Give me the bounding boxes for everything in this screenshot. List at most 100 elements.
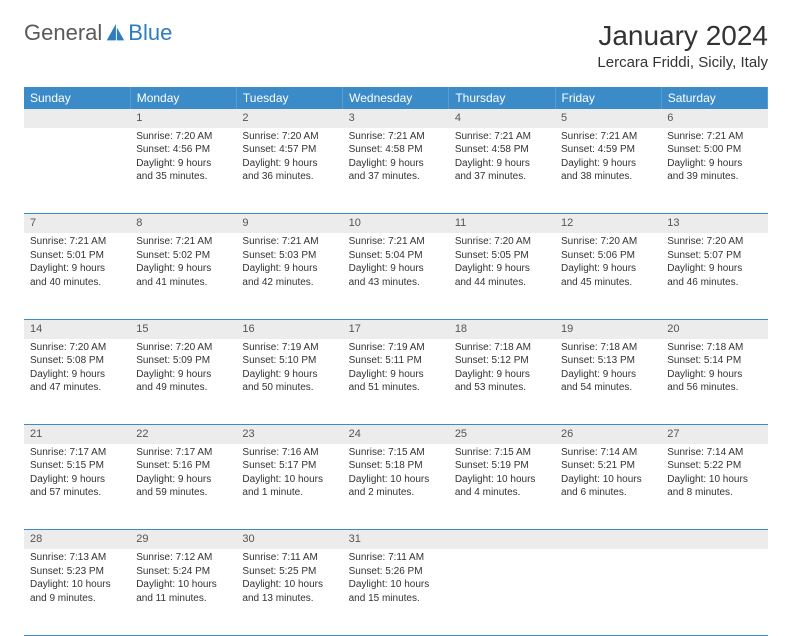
day-number: 16 <box>236 319 342 338</box>
sunrise-text: Sunrise: 7:15 AM <box>349 446 443 460</box>
day-cell: Sunrise: 7:20 AMSunset: 5:08 PMDaylight:… <box>24 339 130 425</box>
daylight1-text: Daylight: 9 hours <box>242 262 336 276</box>
daylight2-text: and 44 minutes. <box>455 276 549 290</box>
sunset-text: Sunset: 5:21 PM <box>561 459 655 473</box>
sunrise-text: Sunrise: 7:18 AM <box>561 341 655 355</box>
sail-icon <box>104 22 126 44</box>
daynum-row: 123456 <box>24 109 768 128</box>
sunset-text: Sunset: 5:11 PM <box>349 354 443 368</box>
sunset-text: Sunset: 5:04 PM <box>349 249 443 263</box>
day-number: 15 <box>130 319 236 338</box>
day-cell: Sunrise: 7:11 AMSunset: 5:26 PMDaylight:… <box>343 549 449 635</box>
day-number: 13 <box>661 214 767 233</box>
sunset-text: Sunset: 5:15 PM <box>30 459 124 473</box>
brand-part1: General <box>24 20 102 46</box>
week-row: Sunrise: 7:13 AMSunset: 5:23 PMDaylight:… <box>24 549 768 635</box>
day-number: 5 <box>555 109 661 128</box>
day-cell: Sunrise: 7:17 AMSunset: 5:16 PMDaylight:… <box>130 444 236 530</box>
daylight1-text: Daylight: 9 hours <box>455 157 549 171</box>
week-row: Sunrise: 7:20 AMSunset: 5:08 PMDaylight:… <box>24 339 768 425</box>
day-cell: Sunrise: 7:15 AMSunset: 5:19 PMDaylight:… <box>449 444 555 530</box>
day-cell: Sunrise: 7:21 AMSunset: 5:04 PMDaylight:… <box>343 233 449 319</box>
sunset-text: Sunset: 5:26 PM <box>349 565 443 579</box>
daylight2-text: and 41 minutes. <box>136 276 230 290</box>
day-cell: Sunrise: 7:21 AMSunset: 4:58 PMDaylight:… <box>449 128 555 214</box>
sunrise-text: Sunrise: 7:15 AM <box>455 446 549 460</box>
daylight2-text: and 2 minutes. <box>349 486 443 500</box>
sunset-text: Sunset: 4:58 PM <box>455 143 549 157</box>
daylight2-text: and 38 minutes. <box>561 170 655 184</box>
sunset-text: Sunset: 5:17 PM <box>242 459 336 473</box>
day-cell <box>449 549 555 635</box>
daylight2-text: and 51 minutes. <box>349 381 443 395</box>
day-number: 31 <box>343 530 449 549</box>
sunrise-text: Sunrise: 7:12 AM <box>136 551 230 565</box>
day-cell <box>555 549 661 635</box>
day-cell: Sunrise: 7:20 AMSunset: 5:09 PMDaylight:… <box>130 339 236 425</box>
sunrise-text: Sunrise: 7:14 AM <box>667 446 761 460</box>
daylight2-text: and 8 minutes. <box>667 486 761 500</box>
sunrise-text: Sunrise: 7:21 AM <box>136 235 230 249</box>
sunrise-text: Sunrise: 7:19 AM <box>349 341 443 355</box>
sunset-text: Sunset: 5:23 PM <box>30 565 124 579</box>
daylight1-text: Daylight: 9 hours <box>136 262 230 276</box>
sunrise-text: Sunrise: 7:21 AM <box>242 235 336 249</box>
week-row: Sunrise: 7:21 AMSunset: 5:01 PMDaylight:… <box>24 233 768 319</box>
weekday-header: Wednesday <box>343 87 449 109</box>
daylight1-text: Daylight: 9 hours <box>455 262 549 276</box>
daylight2-text: and 56 minutes. <box>667 381 761 395</box>
daylight1-text: Daylight: 10 hours <box>242 473 336 487</box>
sunset-text: Sunset: 5:06 PM <box>561 249 655 263</box>
daylight1-text: Daylight: 9 hours <box>242 157 336 171</box>
daylight1-text: Daylight: 9 hours <box>30 262 124 276</box>
daylight1-text: Daylight: 9 hours <box>561 157 655 171</box>
daylight2-text: and 15 minutes. <box>349 592 443 606</box>
sunrise-text: Sunrise: 7:17 AM <box>30 446 124 460</box>
day-number: 22 <box>130 425 236 444</box>
sunset-text: Sunset: 5:01 PM <box>30 249 124 263</box>
daylight1-text: Daylight: 9 hours <box>667 368 761 382</box>
weekday-header: Monday <box>130 87 236 109</box>
daylight2-text: and 11 minutes. <box>136 592 230 606</box>
location-text: Lercara Friddi, Sicily, Italy <box>597 54 768 71</box>
week-row: Sunrise: 7:20 AMSunset: 4:56 PM Daylight:… <box>24 128 768 214</box>
day-number: 3 <box>343 109 449 128</box>
day-number: 29 <box>130 530 236 549</box>
daylight1-text: Daylight: 9 hours <box>667 262 761 276</box>
week-row: Sunrise: 7:17 AMSunset: 5:15 PMDaylight:… <box>24 444 768 530</box>
calendar-body: 123456Sunrise: 7:20 AMSunset: 4:56 PMDay… <box>24 109 768 635</box>
day-number: 20 <box>661 319 767 338</box>
daylight1-text: Daylight: 10 hours <box>30 578 124 592</box>
daylight1-text: Daylight: 9 hours <box>349 157 443 171</box>
sunset-text: Sunset: 4:58 PM <box>349 143 443 157</box>
daylight1-text: Daylight: 10 hours <box>455 473 549 487</box>
daylight2-text: and 37 minutes. <box>349 170 443 184</box>
sunset-text: Sunset: 5:03 PM <box>242 249 336 263</box>
sunrise-text: Sunrise: 7:19 AM <box>242 341 336 355</box>
daylight1-text: Daylight: 9 hours <box>455 368 549 382</box>
day-cell: Sunrise: 7:20 AMSunset: 4:56 PMDaylight:… <box>130 128 236 214</box>
day-cell: Sunrise: 7:21 AMSunset: 4:58 PMDaylight:… <box>343 128 449 214</box>
month-title: January 2024 <box>597 20 768 52</box>
day-number: 24 <box>343 425 449 444</box>
daylight1-text: Daylight: 9 hours <box>30 473 124 487</box>
sunrise-text: Sunrise: 7:20 AM <box>136 341 230 355</box>
sunrise-text: Sunrise: 7:18 AM <box>455 341 549 355</box>
sunrise-text: Sunrise: 7:20 AM <box>136 130 230 144</box>
sunset-text: Sunset: 4:59 PM <box>561 143 655 157</box>
day-number: 19 <box>555 319 661 338</box>
sunset-text: Sunset: 5:16 PM <box>136 459 230 473</box>
daylight2-text: and 50 minutes. <box>242 381 336 395</box>
day-number: 1 <box>130 109 236 128</box>
daynum-row: 14151617181920 <box>24 319 768 338</box>
day-number: 8 <box>130 214 236 233</box>
sunrise-text: Sunrise: 7:20 AM <box>561 235 655 249</box>
day-number <box>24 109 130 128</box>
day-number: 2 <box>236 109 342 128</box>
brand-part2: Blue <box>128 20 172 46</box>
sunset-text: Sunset: 4:56 PM <box>136 143 230 157</box>
calendar-table: Sunday Monday Tuesday Wednesday Thursday… <box>24 87 768 636</box>
daylight2-text: and 4 minutes. <box>455 486 549 500</box>
daylight1-text: Daylight: 10 hours <box>667 473 761 487</box>
weekday-header: Thursday <box>449 87 555 109</box>
